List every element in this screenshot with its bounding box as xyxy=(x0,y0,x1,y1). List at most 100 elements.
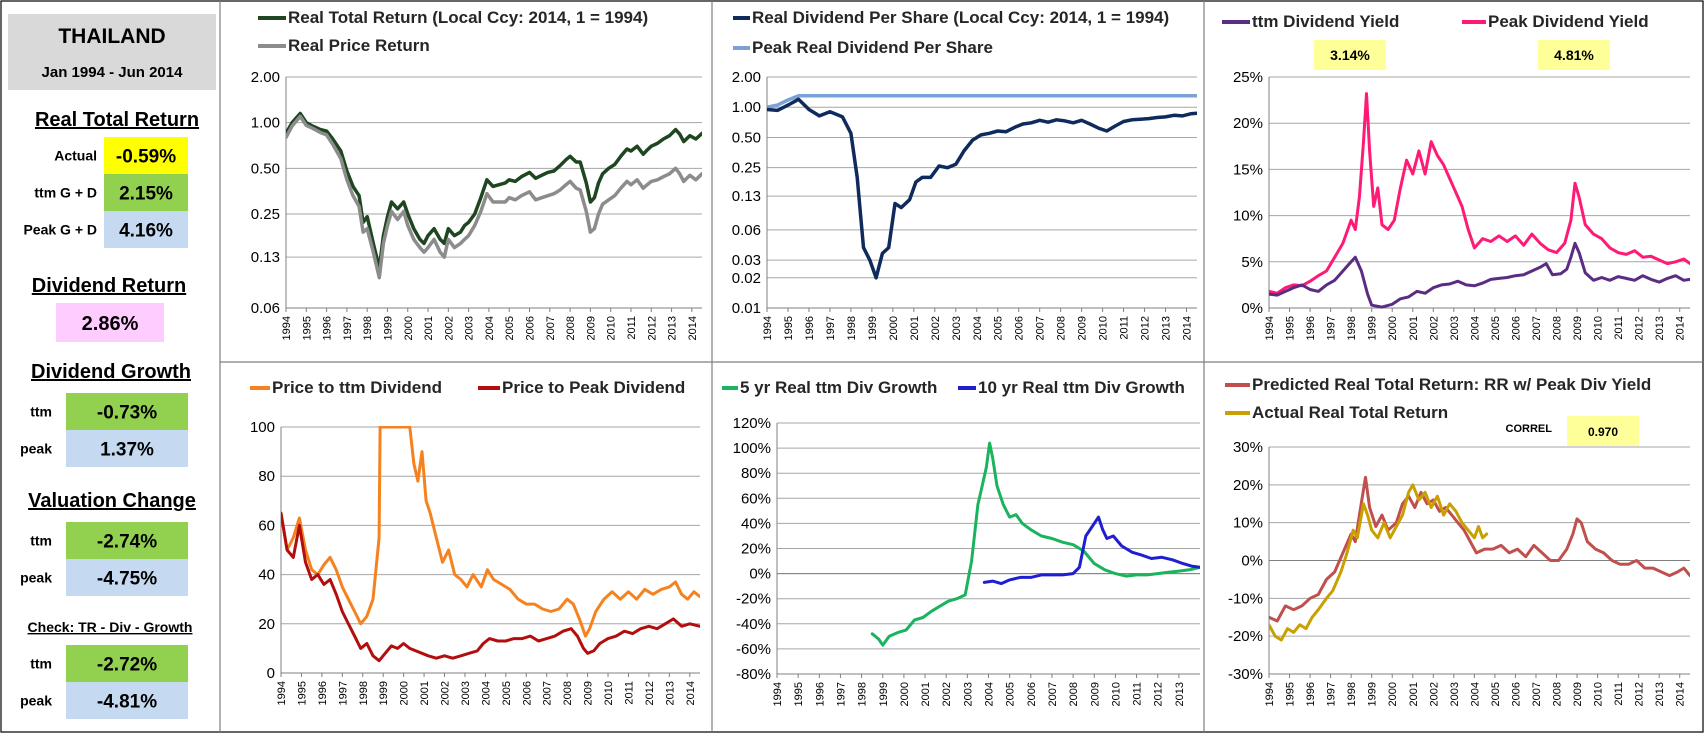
x-tick-label: 2012 xyxy=(1140,316,1152,340)
x-tick-label: 1999 xyxy=(1367,682,1379,706)
x-tick-label: 2004 xyxy=(1469,316,1481,340)
x-tick-label: 1994 xyxy=(276,681,288,705)
y-tick-label: 20 xyxy=(258,616,275,633)
dividend-growth-rows: ttm -0.73% peak 1.37% xyxy=(20,393,188,467)
x-tick-label: 2001 xyxy=(423,316,435,340)
x-tick-label: 1998 xyxy=(857,682,869,706)
dividend-return-box xyxy=(56,303,164,342)
x-tick-label: 1999 xyxy=(378,681,390,705)
x-tick-label: 2013 xyxy=(664,681,676,705)
row-value: -4.75% xyxy=(97,569,157,590)
x-tick-label: 1999 xyxy=(867,316,879,340)
x-tick-label: 2014 xyxy=(685,681,697,705)
x-tick-label: 2014 xyxy=(1182,316,1194,340)
x-tick-label: 2006 xyxy=(525,316,537,340)
x-tick-label: 1998 xyxy=(846,316,858,340)
x-tick-label: 2001 xyxy=(920,682,932,706)
y-tick-label: 0.50 xyxy=(251,160,280,177)
current-value: 4.81% xyxy=(1554,47,1594,63)
value-box xyxy=(66,430,188,467)
y-tick-label: 1.00 xyxy=(251,115,280,132)
x-tick-label: 2007 xyxy=(1047,682,1059,706)
y-tick-label: 20% xyxy=(1233,115,1263,132)
x-tick-label: 2009 xyxy=(583,681,595,705)
x-tick-label: 2001 xyxy=(1408,316,1420,340)
x-tick-label: 1995 xyxy=(1285,316,1297,340)
series-line-peak-dividend-yield xyxy=(1269,92,1690,295)
value-box xyxy=(66,393,188,430)
row-label: ttm xyxy=(30,656,52,672)
legend-label: Real Dividend Per Share (Local Ccy: 2014… xyxy=(752,8,1169,27)
x-tick-label: 1995 xyxy=(301,316,313,340)
legend-label: ttm Dividend Yield xyxy=(1252,12,1399,31)
row-value: -2.72% xyxy=(97,655,157,676)
x-tick-label: 2012 xyxy=(1634,316,1646,340)
x-tick-label: 1997 xyxy=(825,316,837,340)
y-tick-label: 0.13 xyxy=(251,249,280,266)
x-tick-label: 2013 xyxy=(1654,316,1666,340)
chart-c5: 120%100%80%60%40%20%0%-20%-40%-60%-80%19… xyxy=(722,378,1200,706)
y-tick-label: 0% xyxy=(1241,553,1263,570)
chart-c3: 25% 20% 15% 10% 5% 0%1994 1995 1996 1997 1998 1999… xyxy=(1222,12,1690,340)
check-rows: ttm -2.72% peak -4.81% xyxy=(20,645,188,719)
row-label: peak xyxy=(20,693,52,709)
y-tick-label: 10% xyxy=(1233,515,1263,532)
x-tick-label: 1997 xyxy=(342,316,354,340)
x-tick-label: 2010 xyxy=(603,681,615,705)
y-tick-label: 0% xyxy=(749,566,771,583)
y-tick-label: 25% xyxy=(1233,69,1263,86)
x-tick-label: 1997 xyxy=(1326,316,1338,340)
row-label: ttm G + D xyxy=(34,185,97,201)
x-tick-label: 1994 xyxy=(281,316,293,340)
value-box xyxy=(66,682,188,719)
valuation-change-rows: ttm -2.74% peak -4.75% xyxy=(20,522,188,596)
x-tick-label: 2002 xyxy=(1428,682,1440,706)
x-tick-label: 2005 xyxy=(504,316,516,340)
series-line-price-to-ttm-dividend xyxy=(281,426,700,638)
y-tick-label: 60 xyxy=(258,517,275,534)
y-tick-label: 0.50 xyxy=(732,129,761,146)
y-tick-label: 15% xyxy=(1233,161,1263,178)
x-tick-label: 2012 xyxy=(644,681,656,705)
y-tick-label: 2.00 xyxy=(732,69,761,86)
x-tick-label: 2002 xyxy=(941,682,953,706)
x-tick-label: 2007 xyxy=(542,681,554,705)
x-tick-label: 2011 xyxy=(623,681,635,705)
chart-c2: 2.00 1.00 0.50 0.25 0.13 0.06 0.030.02 0.011994… xyxy=(732,8,1197,340)
series-line-real-price-return xyxy=(286,114,702,280)
x-tick-label: 2010 xyxy=(1593,682,1605,706)
y-tick-label: 30% xyxy=(1233,439,1263,456)
valuation-change-title: Valuation Change xyxy=(28,490,196,512)
y-tick-label: 80 xyxy=(258,468,275,485)
x-tick-label: 1998 xyxy=(1346,682,1358,706)
y-tick-label: 1.00 xyxy=(732,99,761,116)
row-value: -0.59% xyxy=(116,147,176,168)
x-tick-label: 2014 xyxy=(1675,316,1687,340)
x-tick-label: 2008 xyxy=(1068,682,1080,706)
x-tick-label: 2011 xyxy=(1613,682,1625,706)
x-tick-label: 1996 xyxy=(814,682,826,706)
x-tick-label: 2007 xyxy=(545,316,557,340)
legend-label: Predicted Real Total Return: RR w/ Peak … xyxy=(1252,375,1651,394)
series-line-real-total-return-local-ccy-2014-1-1994 xyxy=(286,111,702,270)
row-label: Peak G + D xyxy=(23,222,97,238)
x-tick-label: 2000 xyxy=(1387,316,1399,340)
dividend-return-title: Dividend Return xyxy=(32,275,186,297)
x-tick-label: 2006 xyxy=(1510,316,1522,340)
y-tick-label: 0 xyxy=(267,665,275,682)
x-tick-label: 2006 xyxy=(521,681,533,705)
x-tick-label: 2001 xyxy=(419,681,431,705)
x-tick-label: 2008 xyxy=(1552,316,1564,340)
x-tick-label: 1999 xyxy=(878,682,890,706)
row-value: -2.74% xyxy=(97,532,157,553)
x-tick-label: 2001 xyxy=(1408,682,1420,706)
x-tick-label: 2013 xyxy=(1161,316,1173,340)
x-tick-label: 2012 xyxy=(1153,682,1165,706)
row-label: peak xyxy=(20,570,52,586)
value-box xyxy=(104,174,188,211)
legend-label: Price to ttm Dividend xyxy=(272,378,442,397)
row-value: 2.15% xyxy=(119,184,173,205)
row-label: ttm xyxy=(30,404,52,420)
x-tick-label: 2003 xyxy=(951,316,963,340)
